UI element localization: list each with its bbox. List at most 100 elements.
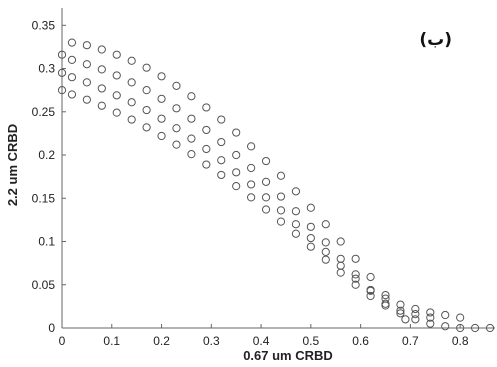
data-point [366, 291, 375, 301]
x-tick-label: 0.1 [103, 334, 120, 348]
y-tick-label: 0.25 [32, 105, 56, 119]
data-point [67, 55, 77, 64]
data-point [172, 124, 181, 133]
tick-labels: 0 0.1 0.2 0.3 0.4 0.5 0.6 0.7 0.8 0 0.05 0.1 0.15 0.2… [32, 18, 469, 348]
data-point [217, 115, 226, 124]
data-point [426, 313, 435, 322]
y-tick-label: 0.15 [32, 191, 56, 205]
x-tick-label: 0.5 [303, 334, 320, 348]
data-point [217, 156, 226, 165]
axes [61, 8, 495, 329]
data-point [172, 104, 181, 113]
data-point [456, 323, 465, 333]
data-point [142, 63, 151, 72]
data-point [157, 114, 166, 123]
data-point [82, 95, 91, 104]
data-point [172, 140, 181, 149]
data-point [276, 171, 286, 180]
data-point [57, 50, 67, 59]
data-point [127, 115, 136, 124]
data-point [485, 323, 495, 333]
data-point [142, 123, 151, 132]
data-point [232, 168, 241, 177]
data-point [291, 220, 301, 229]
data-point [247, 142, 256, 151]
data-point [157, 131, 166, 141]
y-tick-label: 0 [48, 321, 55, 335]
data-point [232, 150, 241, 160]
data-point [441, 322, 450, 331]
data-point [351, 270, 360, 279]
x-tick-label: 0.8 [452, 334, 469, 348]
data-point [351, 280, 360, 289]
data-point [336, 268, 345, 277]
y-tick-label: 0.05 [32, 278, 56, 292]
data-point [247, 193, 256, 202]
data-point [396, 300, 405, 309]
data-point [411, 315, 420, 324]
y-tick-label: 0.2 [38, 148, 55, 162]
data-point [366, 285, 375, 295]
data-point [57, 86, 67, 95]
data-point [470, 323, 480, 333]
data-point [306, 242, 315, 251]
data-point [366, 272, 375, 282]
data-point [426, 308, 435, 317]
data-point [306, 203, 315, 212]
data-point [306, 222, 315, 231]
data-point [456, 313, 465, 322]
data-point [381, 291, 390, 300]
panel-tag: (ب) [419, 30, 452, 50]
data-point [202, 160, 211, 169]
data-point [411, 310, 420, 319]
data-point [202, 103, 211, 112]
y-tick-label: 0.1 [38, 235, 55, 249]
data-point [321, 238, 330, 247]
data-point [321, 247, 330, 256]
data-point [247, 180, 256, 189]
data-point [127, 98, 136, 107]
data-point [381, 301, 390, 310]
data-point [396, 309, 405, 318]
data-point [172, 81, 181, 90]
data-point [97, 45, 106, 54]
data-point [276, 206, 286, 215]
x-tick-label: 0.3 [203, 334, 220, 348]
data-point [112, 50, 121, 59]
data-point [336, 261, 345, 270]
data-point [82, 60, 91, 69]
data-point [127, 56, 136, 65]
data-point [276, 192, 286, 201]
x-tick-label: 0.7 [402, 334, 419, 348]
data-point [261, 177, 271, 186]
data-point [261, 205, 271, 214]
data-point [426, 319, 435, 328]
data-points [57, 38, 495, 333]
data-point [336, 254, 345, 263]
data-point [97, 101, 106, 110]
data-point [157, 94, 166, 103]
data-point [112, 108, 121, 117]
data-point [217, 137, 226, 147]
data-point [112, 91, 121, 100]
data-point [232, 182, 241, 191]
y-tick-label: 0.35 [32, 18, 56, 32]
data-point [401, 315, 410, 324]
data-point [351, 254, 360, 263]
data-point [67, 38, 77, 47]
data-point [261, 193, 271, 202]
data-point [217, 170, 226, 180]
data-point [411, 304, 420, 314]
data-point [187, 92, 196, 101]
data-point [82, 78, 91, 87]
x-tick-label: 0.2 [153, 334, 170, 348]
data-point [187, 150, 196, 159]
data-point [82, 41, 91, 50]
data-point [396, 306, 405, 315]
data-point [247, 163, 256, 173]
data-point [291, 187, 301, 196]
data-point [306, 233, 315, 243]
data-point [276, 217, 286, 226]
data-point [291, 207, 301, 216]
